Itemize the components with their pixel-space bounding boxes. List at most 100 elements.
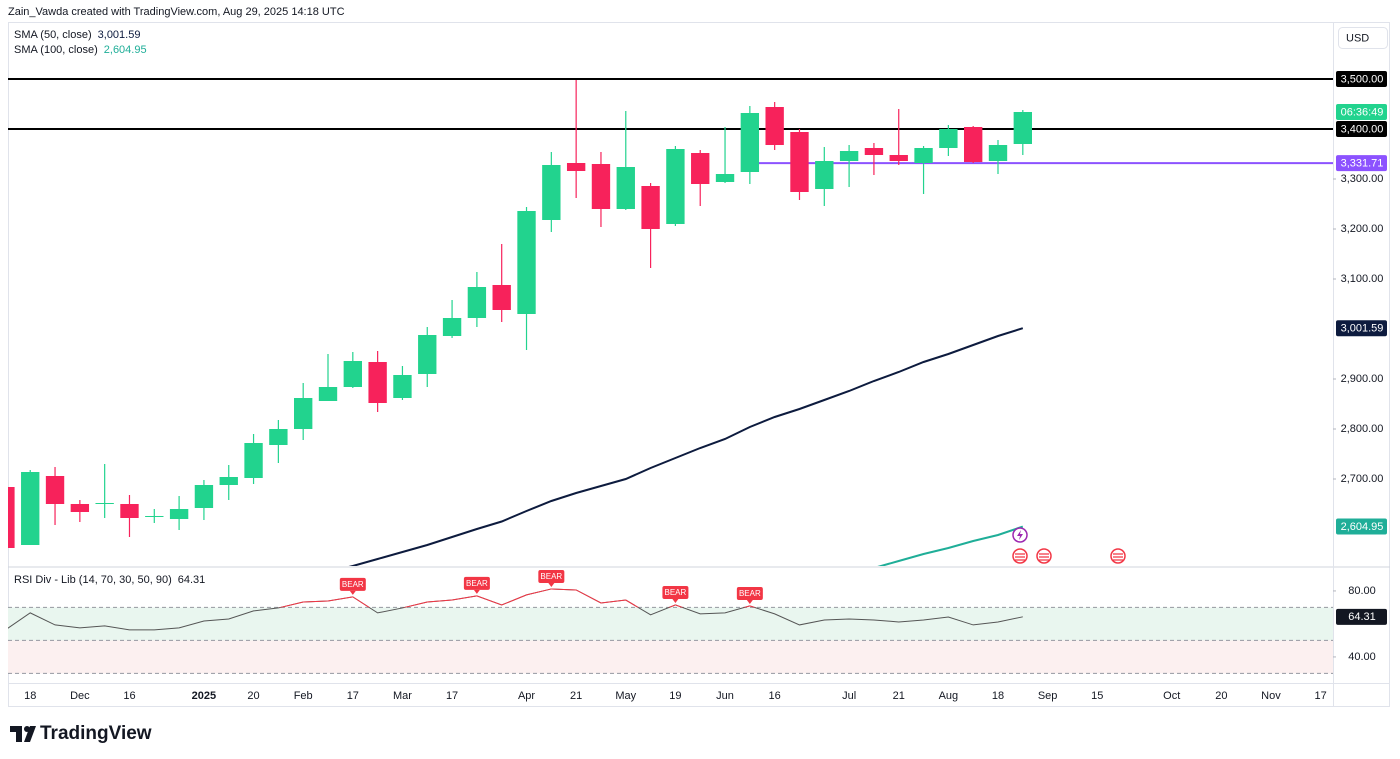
- y-tick-label: 3,300.00: [1341, 173, 1384, 185]
- legend-value: 2,604.95: [104, 44, 147, 56]
- candle-body: [889, 155, 908, 161]
- candle-body: [542, 165, 561, 220]
- attribution: Zain_Vawda created with TradingView.com,…: [8, 6, 345, 18]
- y-tick-label: 3,100.00: [1341, 273, 1384, 285]
- x-tick-label: 15: [1091, 690, 1103, 702]
- event-icon: [1036, 548, 1052, 564]
- candle-body: [492, 285, 511, 310]
- x-tick-label: 21: [893, 690, 905, 702]
- candle-body: [566, 163, 586, 171]
- currency-box[interactable]: [1338, 27, 1388, 49]
- candle-body: [368, 362, 387, 403]
- candle-body: [120, 504, 139, 518]
- signal-pointer: [548, 582, 555, 587]
- brand-logo: [24, 726, 30, 732]
- candle-body: [393, 375, 412, 398]
- signal-pointer: [672, 598, 679, 603]
- x-tick-label: 20: [247, 690, 259, 702]
- legend-value: 64.31: [178, 574, 206, 586]
- candle-body: [765, 107, 784, 145]
- x-tick-label: 19: [669, 690, 681, 702]
- candle-body: [145, 516, 164, 517]
- signal-label: BEAR: [466, 579, 488, 588]
- line-label-box: [1336, 121, 1387, 137]
- price-label: 2,604.95: [1341, 521, 1384, 533]
- candle-body: [641, 186, 660, 229]
- y-tick-label: 80.00: [1348, 585, 1376, 597]
- x-tick-label: Sep: [1038, 690, 1058, 702]
- candle-body: [418, 335, 437, 374]
- candle-body: [988, 145, 1008, 161]
- price-label-box: [1336, 320, 1387, 337]
- candle-body: [1013, 112, 1032, 144]
- price-label: 3,001.59: [1341, 323, 1384, 335]
- candle-body: [616, 167, 635, 209]
- candle-body: [442, 318, 462, 336]
- sma-line: [877, 525, 1024, 566]
- signal-box: [463, 576, 490, 590]
- signal-box: [736, 586, 763, 600]
- signal-label: BEAR: [540, 572, 562, 581]
- candle-body: [839, 151, 859, 161]
- y-tick-label: 2,700.00: [1341, 473, 1384, 485]
- x-tick-label: Nov: [1261, 690, 1281, 702]
- x-tick-label: Aug: [939, 690, 959, 702]
- signal-box: [339, 577, 366, 591]
- event-icons: [1012, 527, 1126, 564]
- y-tick-label: 2,800.00: [1341, 423, 1384, 435]
- candle-body: [194, 485, 214, 508]
- candle-body: [517, 211, 536, 314]
- x-tick-label: Jul: [842, 690, 856, 702]
- candle-body: [591, 164, 611, 209]
- candle-body: [740, 113, 760, 172]
- x-tick-label: May: [615, 690, 636, 702]
- countdown-box: [1336, 104, 1387, 120]
- signal-pointer: [473, 589, 480, 594]
- brand: TradingView: [10, 723, 152, 744]
- line-label: 3,331.71: [1341, 158, 1384, 170]
- event-icon: [1012, 548, 1028, 564]
- sma-line: [348, 327, 1024, 566]
- x-tick-label: 18: [992, 690, 1004, 702]
- brand-name: TradingView: [40, 723, 152, 744]
- currency-button[interactable]: USD: [1338, 27, 1388, 49]
- candle-body: [219, 477, 238, 485]
- signal-pointer: [349, 590, 356, 595]
- rsi-background: [8, 606, 1333, 674]
- candle-body: [8, 487, 15, 548]
- rsi-value-label-box: [1336, 608, 1387, 625]
- y-tick-label: 3,200.00: [1341, 223, 1384, 235]
- candle-body: [467, 287, 487, 318]
- line-label-box: [1336, 71, 1387, 87]
- signal-label: BEAR: [342, 580, 364, 589]
- candle-body: [691, 153, 710, 184]
- signal-pointer: [746, 599, 753, 604]
- axes: 2,700.00 2,800.00 2,900.00 3,100.00 3,200.00…: [24, 71, 1387, 702]
- rsi-band: [8, 640, 1333, 674]
- legend-entry: SMA (50, close) 3,001.59: [14, 29, 140, 41]
- candle-body: [244, 443, 263, 478]
- candle-body: [914, 148, 933, 163]
- x-tick-label: 20: [1215, 690, 1227, 702]
- legend: SMA (50, close) 3,001.59 SMA (100, close)…: [14, 29, 205, 586]
- candle-body: [790, 132, 809, 192]
- line-label: 3,400.00: [1341, 123, 1384, 135]
- candle-body: [21, 472, 40, 545]
- y-tick-label: 2,900.00: [1341, 373, 1384, 385]
- event-icon: [1015, 553, 1123, 561]
- price-label-box: [1336, 518, 1387, 535]
- rsi-line-overbought: [278, 588, 757, 608]
- x-tick-label: Mar: [393, 690, 412, 702]
- event-icon: [1110, 548, 1126, 564]
- candle-body: [70, 504, 90, 512]
- candle-body: [95, 503, 114, 504]
- candle-body: [45, 476, 65, 504]
- rsi-band: [8, 607, 1333, 641]
- candle-body: [864, 148, 884, 155]
- signal-box: [538, 569, 565, 583]
- x-tick-label: 17: [347, 690, 359, 702]
- line-label-box: [1336, 155, 1387, 172]
- currency-label[interactable]: USD: [1346, 32, 1369, 44]
- candle-body: [343, 361, 362, 387]
